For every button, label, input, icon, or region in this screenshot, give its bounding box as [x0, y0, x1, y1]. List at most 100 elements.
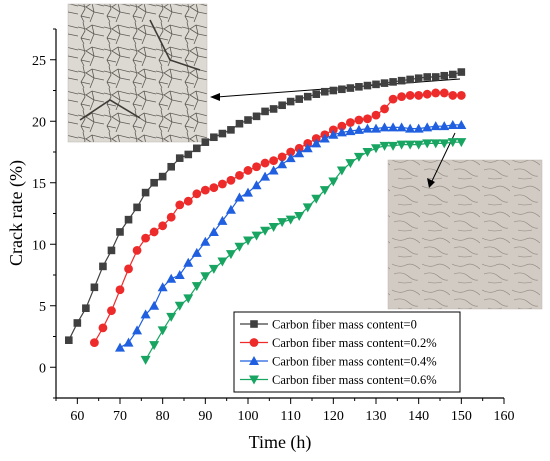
point-square [431, 73, 440, 81]
point-triangle-up [243, 187, 253, 197]
point-triangle-up [294, 148, 305, 158]
point-triangle-down [388, 141, 399, 151]
point-circle [90, 338, 99, 348]
point-square [303, 92, 312, 101]
point-triangle-down [191, 282, 202, 292]
series-2 [115, 119, 467, 352]
x-tick-label: 120 [323, 409, 344, 424]
series-0 [65, 68, 466, 344]
legend: Carbon fiber mass content=0 Carbon fiber … [233, 311, 461, 393]
point-square [295, 95, 303, 103]
point-square [107, 246, 116, 255]
point-circle [397, 92, 406, 102]
point-circle [380, 104, 389, 114]
legend-label: Carbon fiber mass content=0 [272, 318, 417, 332]
point-triangle-down [174, 301, 185, 311]
legend-label: Carbon fiber mass content=0.6% [272, 373, 437, 387]
point-square [244, 116, 252, 124]
point-triangle-down [243, 236, 253, 246]
point-circle [269, 156, 278, 166]
point-triangle-down [285, 215, 296, 225]
point-triangle-up [353, 124, 364, 134]
point-circle [226, 175, 236, 185]
point-triangle-up [149, 300, 160, 310]
point-circle [209, 183, 219, 193]
point-triangle-up [379, 122, 390, 132]
point-triangle-up [157, 282, 168, 292]
point-circle [277, 152, 287, 162]
point-triangle-up [319, 133, 330, 143]
point-triangle-down [294, 211, 305, 221]
point-triangle-down [447, 138, 458, 148]
point-square [312, 90, 321, 98]
point-triangle-up [447, 119, 458, 129]
point-circle [431, 88, 441, 98]
point-circle [249, 338, 259, 347]
y-tick-label: 20 [32, 115, 46, 130]
x-tick-label: 140 [408, 409, 429, 424]
point-circle [456, 91, 466, 100]
point-square [133, 203, 141, 212]
point-triangle-down [328, 177, 339, 187]
point-circle [132, 246, 142, 255]
point-triangle-up [388, 122, 399, 132]
point-square [457, 68, 466, 76]
point-square [90, 283, 99, 292]
point-circle [183, 196, 193, 206]
legend-box [233, 311, 461, 393]
point-triangle-up [260, 171, 271, 181]
point-square [227, 126, 235, 134]
point-triangle-down [345, 159, 356, 169]
series-layer [65, 68, 467, 365]
legend-entry: Carbon fiber mass content=0 [240, 318, 417, 332]
point-triangle-up [362, 123, 373, 133]
point-triangle-up [405, 123, 416, 133]
point-triangle-up [396, 122, 407, 132]
point-circle [192, 189, 202, 199]
point-triangle-up [413, 123, 424, 133]
point-triangle-down [249, 375, 259, 385]
x-tick-label: 90 [198, 409, 212, 424]
photo-fiber-0.6 [387, 159, 543, 310]
point-triangle-down [149, 341, 160, 351]
point-triangle-down [319, 186, 330, 196]
point-square [250, 320, 258, 328]
point-circle [286, 147, 296, 157]
point-square [372, 80, 380, 89]
point-triangle-up [456, 119, 467, 129]
point-circle [141, 233, 151, 243]
point-triangle-down [225, 250, 236, 260]
series-3 [140, 138, 467, 365]
point-triangle-down [311, 194, 322, 204]
point-square [406, 75, 414, 84]
point-circle [149, 227, 159, 237]
y-tick-label: 5 [39, 300, 46, 315]
point-square [235, 119, 244, 128]
y-axis-ticks: 0 5 10 15 20 25 [32, 28, 56, 399]
legend-label: Carbon fiber mass content=0.2% [272, 336, 437, 350]
point-triangle-down [362, 148, 373, 157]
point-triangle-down [379, 141, 390, 151]
point-square [380, 79, 389, 87]
point-triangle-down [208, 264, 219, 274]
point-triangle-up [336, 127, 347, 137]
point-circle [346, 118, 355, 127]
point-triangle-down [157, 326, 168, 336]
point-triangle-up [132, 325, 143, 335]
point-square [73, 319, 82, 327]
point-triangle-down [234, 242, 245, 252]
point-triangle-up [225, 204, 236, 214]
x-axis-title: Time (h) [249, 432, 312, 453]
point-square [329, 86, 338, 95]
y-tick-label: 0 [39, 361, 46, 376]
point-circle [422, 89, 432, 99]
x-tick-label: 80 [156, 409, 170, 424]
point-square [363, 81, 372, 90]
point-triangle-down [405, 140, 416, 150]
point-circle [158, 221, 168, 231]
legend-label: Carbon fiber mass content=0.4% [272, 355, 437, 369]
point-triangle-up [115, 342, 125, 352]
point-triangle-up [140, 309, 151, 319]
point-circle [371, 110, 381, 120]
point-triangle-down [430, 139, 441, 149]
